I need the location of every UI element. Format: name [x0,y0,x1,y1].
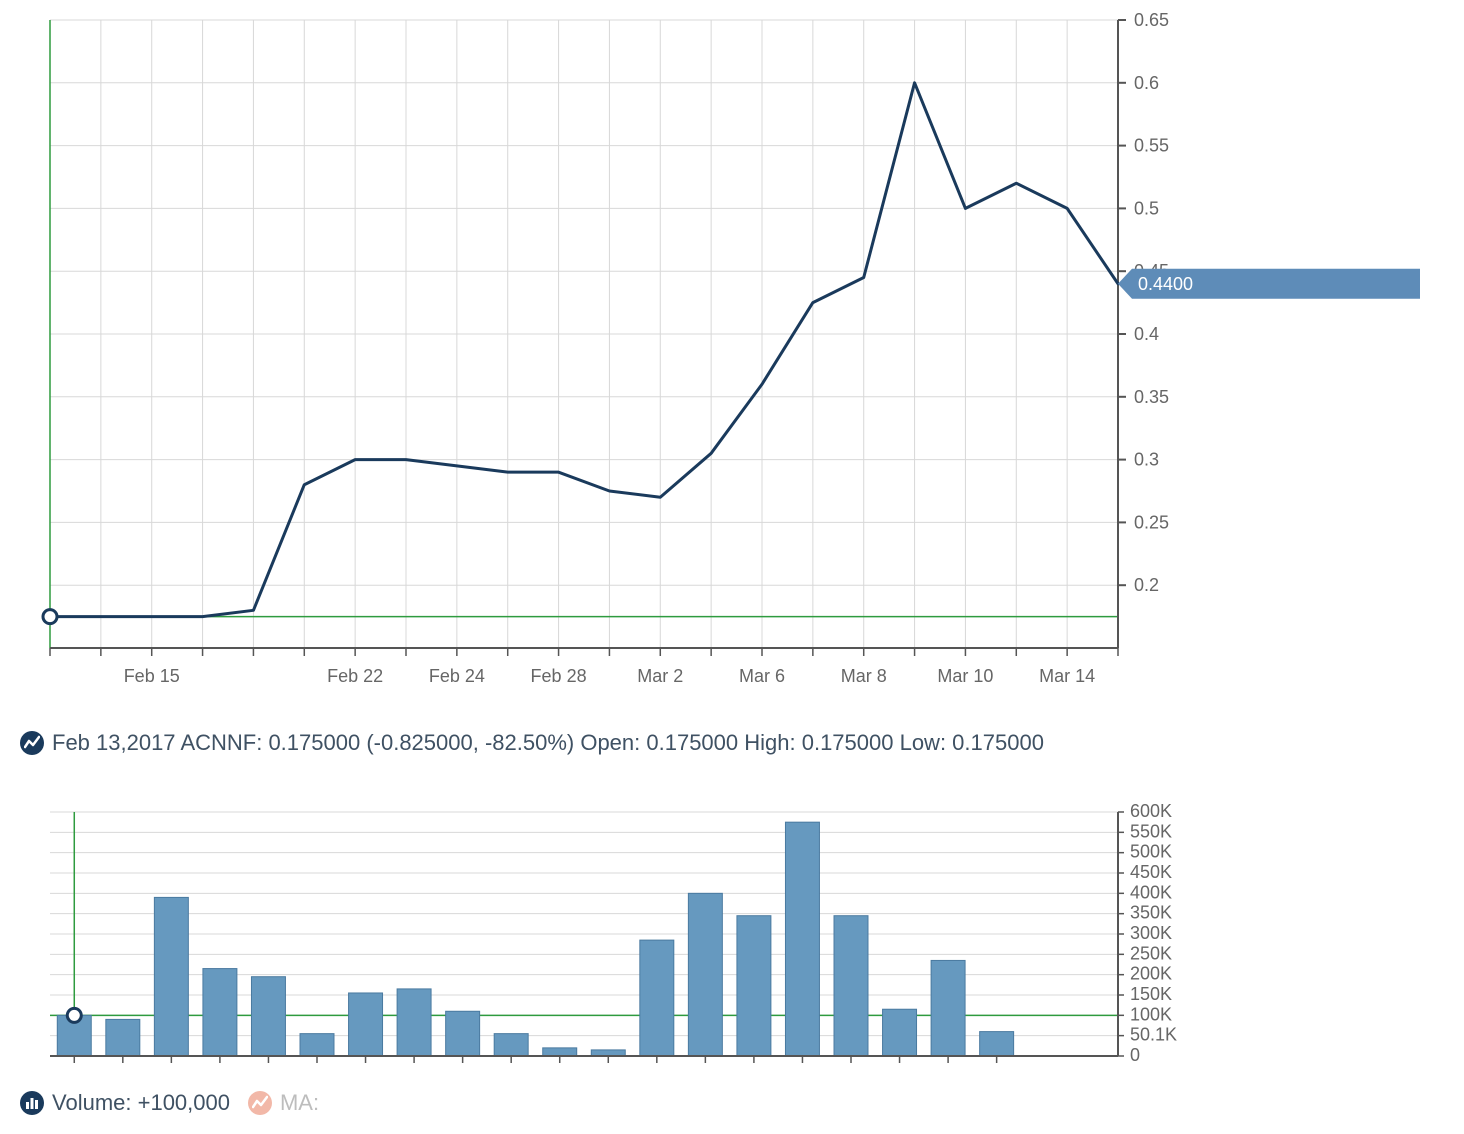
svg-text:200K: 200K [1130,964,1172,984]
svg-text:Mar 10: Mar 10 [937,666,993,686]
svg-text:550K: 550K [1130,821,1172,841]
svg-text:Mar 2: Mar 2 [637,666,683,686]
svg-text:350K: 350K [1130,903,1172,923]
svg-text:500K: 500K [1130,842,1172,862]
svg-text:150K: 150K [1130,984,1172,1004]
svg-text:0.65: 0.65 [1134,10,1169,30]
bar-chart-icon [20,1091,44,1115]
svg-text:Feb 28: Feb 28 [531,666,587,686]
svg-text:250K: 250K [1130,943,1172,963]
svg-text:0.4400: 0.4400 [1138,274,1193,294]
svg-text:Feb 22: Feb 22 [327,666,383,686]
svg-text:Mar 8: Mar 8 [841,666,887,686]
svg-text:600K: 600K [1130,801,1172,821]
svg-text:Mar 14: Mar 14 [1039,666,1095,686]
price-legend-text: Feb 13,2017 ACNNF: 0.175000 (-0.825000, … [52,730,1044,756]
svg-text:0.3: 0.3 [1134,450,1159,470]
svg-text:400K: 400K [1130,882,1172,902]
svg-text:0.5: 0.5 [1134,198,1159,218]
price-chart[interactable]: 0.20.250.30.350.40.450.50.550.60.650.440… [20,10,1420,714]
svg-text:0.35: 0.35 [1134,387,1169,407]
svg-text:0.25: 0.25 [1134,512,1169,532]
svg-text:Feb 15: Feb 15 [124,666,180,686]
svg-text:0.4: 0.4 [1134,324,1159,344]
svg-text:0: 0 [1130,1045,1140,1065]
volume-legend-text: Volume: +100,000 [52,1090,230,1116]
volume-chart[interactable]: 050.1K100K150K200K250K300K350K400K450K50… [20,800,1320,1100]
svg-text:100K: 100K [1130,1004,1172,1024]
svg-text:Mar 6: Mar 6 [739,666,785,686]
ma-legend-text: MA: [280,1090,319,1116]
price-chart-legend: Feb 13,2017 ACNNF: 0.175000 (-0.825000, … [20,730,1044,756]
volume-chart-legend: Volume: +100,000 MA: [20,1090,319,1116]
svg-text:Feb 24: Feb 24 [429,666,485,686]
svg-text:450K: 450K [1130,862,1172,882]
svg-text:0.55: 0.55 [1134,136,1169,156]
line-chart-icon [20,731,44,755]
svg-text:0.2: 0.2 [1134,575,1159,595]
svg-text:0.6: 0.6 [1134,73,1159,93]
svg-text:300K: 300K [1130,923,1172,943]
moving-average-icon [248,1091,272,1115]
svg-text:50.1K: 50.1K [1130,1025,1177,1045]
